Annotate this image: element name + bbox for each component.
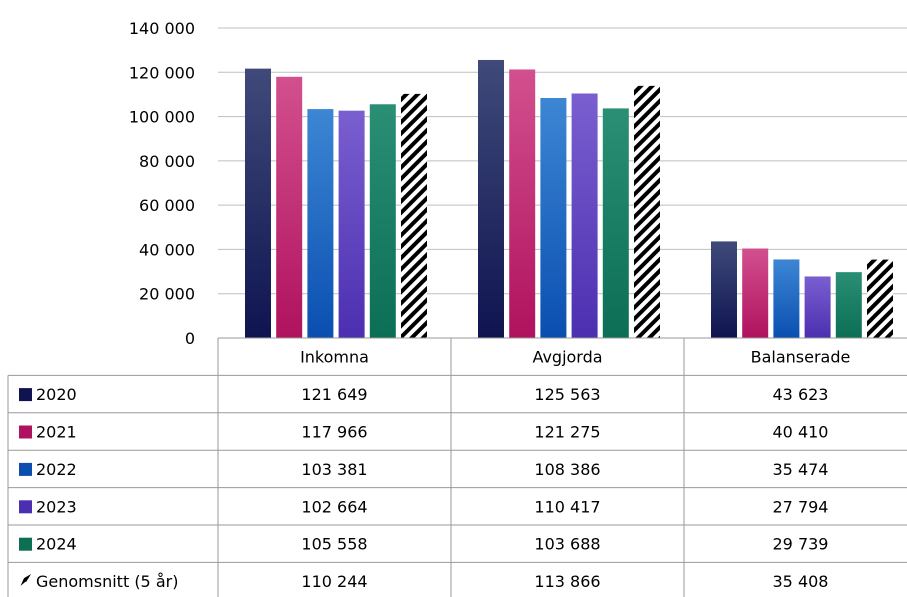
y-tick-label: 140 000 — [129, 19, 195, 38]
series-name: 2021 — [36, 423, 77, 442]
y-tick-label: 20 000 — [139, 285, 195, 304]
legend-swatch — [19, 462, 32, 476]
series-name: 2024 — [36, 535, 77, 554]
data-value: 43 623 — [773, 385, 829, 404]
bar — [369, 104, 396, 338]
data-value: 113 866 — [534, 572, 600, 591]
data-value: 121 649 — [301, 385, 367, 404]
bar — [307, 109, 334, 338]
bar — [245, 68, 271, 339]
gridlines — [218, 27, 907, 295]
legend-swatch — [19, 500, 32, 514]
y-tick-label: 60 000 — [139, 196, 195, 215]
data-value: 121 275 — [534, 423, 600, 442]
y-tick-label: 100 000 — [129, 108, 195, 127]
y-tick-label: 40 000 — [139, 240, 195, 259]
data-value: 125 563 — [534, 385, 600, 404]
bar — [509, 69, 536, 339]
y-axis: 0 20 000 40 000 60 000 80 000 100 000 120 000 1… — [129, 19, 195, 348]
series-name: Genomsnitt (5 år) — [36, 572, 178, 591]
data-value: 110 417 — [534, 497, 600, 516]
data-value: 40 410 — [773, 423, 829, 442]
y-tick-label: 80 000 — [139, 152, 195, 171]
data-value: 103 381 — [301, 460, 367, 479]
legend-swatch — [19, 388, 32, 402]
bar — [711, 241, 737, 338]
bar — [773, 259, 800, 338]
bar — [571, 93, 598, 338]
data-value: 35 474 — [773, 460, 829, 479]
bar — [401, 93, 427, 339]
data-value: 105 558 — [301, 535, 367, 554]
series-name: 2022 — [36, 460, 77, 479]
bar — [742, 248, 769, 338]
data-table: Inkomna Avgjorda Balanserade 2020 121 649 125… — [7, 337, 907, 597]
series-name: 2020 — [36, 385, 77, 404]
data-value: 29 739 — [773, 535, 829, 554]
legend-swatch — [19, 574, 31, 588]
data-value: 103 688 — [534, 535, 600, 554]
bar — [634, 85, 660, 339]
legend-swatch — [19, 425, 32, 439]
data-value: 27 794 — [773, 497, 829, 516]
bar — [804, 276, 831, 338]
series-name: 2023 — [36, 497, 77, 516]
bar — [338, 110, 365, 338]
category-label: Avgjorda — [532, 348, 602, 367]
bar — [540, 98, 567, 338]
data-value: 108 386 — [534, 460, 600, 479]
y-tick-label: 120 000 — [129, 63, 195, 82]
bar — [602, 108, 629, 338]
y-tick-label: 0 — [185, 329, 195, 348]
bar — [478, 59, 504, 338]
bar — [276, 76, 303, 338]
data-value: 102 664 — [301, 497, 367, 516]
data-value: 35 408 — [773, 572, 829, 591]
bar — [835, 272, 862, 338]
data-value: 117 966 — [301, 423, 367, 442]
legend-swatch — [19, 537, 32, 551]
bars — [245, 59, 893, 339]
bar — [867, 259, 893, 338]
category-label: Balanserade — [751, 348, 851, 367]
data-value: 110 244 — [301, 572, 367, 591]
category-label: Inkomna — [300, 348, 369, 367]
